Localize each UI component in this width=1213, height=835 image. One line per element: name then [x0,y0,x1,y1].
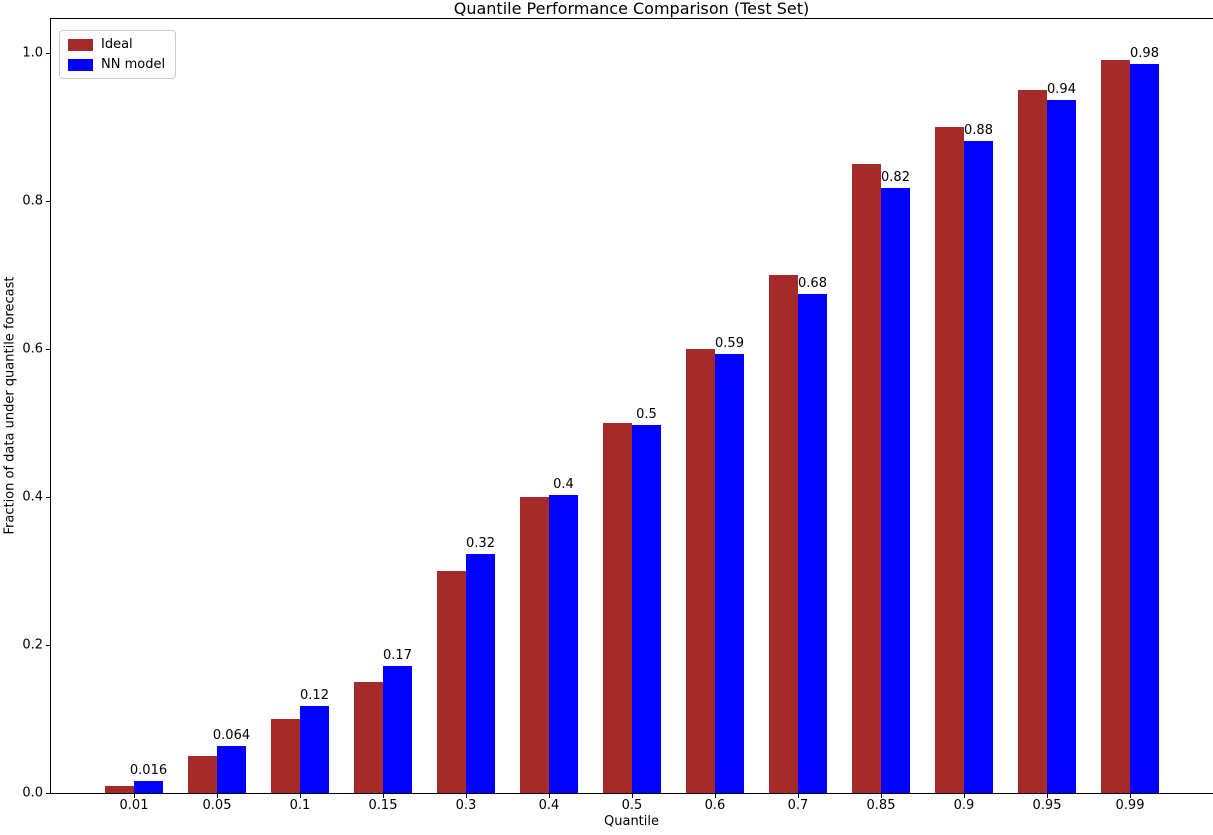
bar-nn-model-0.7 [798,293,827,793]
y-tick-label: 0.4 [22,489,43,505]
bar-ideal-0.85 [852,164,881,793]
plot-area: Ideal NN model 0.0 0.2 0.4 0.6 0.8 1.0 0.016 0.… [22,18,1213,813]
y-tick-mark [46,201,50,203]
x-tick-mark [466,794,467,798]
bar-nn-model-0.15 [383,665,412,793]
value-label-0.3: 0.32 [466,536,495,551]
legend-item-nn-model: NN model [68,57,165,72]
value-label-0.7: 0.68 [798,275,827,291]
bar-ideal-0.5 [603,423,632,793]
x-tick-mark [383,794,384,798]
bar-nn-model-0.99 [1130,64,1159,793]
bar-nn-model-0.4 [549,494,578,793]
bar-nn-model-0.85 [881,187,910,793]
legend-label-nn-model: NN model [101,57,166,72]
x-tick-mark [881,794,882,798]
value-label-0.01: 0.016 [129,763,168,779]
legend-item-ideal: Ideal [68,37,165,52]
bar-nn-model-0.6 [715,354,744,793]
bar-ideal-0.99 [1101,60,1130,793]
x-tick-label-0.15: 0.15 [368,798,398,813]
y-tick-mark [46,793,50,794]
value-label-0.99: 0.98 [1130,46,1159,62]
x-tick-label-0.85: 0.85 [866,798,896,813]
y-tick-mark [46,349,50,351]
value-label-0.4: 0.4 [553,476,574,492]
x-tick-mark [1047,794,1048,798]
bar-nn-model-0.5 [632,425,661,793]
x-tick-mark [798,794,799,798]
bar-ideal-0.01 [105,785,134,793]
x-tick-label-0.6: 0.6 [704,798,726,813]
x-tick-label-0.95: 0.95 [1032,798,1062,813]
bar-ideal-0.6 [686,349,715,793]
legend: Ideal NN model [59,30,177,79]
x-tick-label-0.1: 0.1 [289,798,311,813]
bar-ideal-0.1 [271,719,300,793]
value-label-0.05: 0.064 [212,727,251,743]
x-tick-mark [549,794,550,798]
x-tick-mark [632,794,633,798]
x-tick-mark [1130,794,1131,798]
y-tick-label: 0.2 [22,637,43,653]
x-tick-mark [134,794,135,798]
bar-ideal-0.9 [935,127,964,793]
value-label-0.1: 0.12 [300,687,329,703]
legend-label-ideal: Ideal [101,37,133,52]
x-tick-mark [964,794,965,798]
x-tick-label-0.3: 0.3 [455,798,477,813]
x-tick-label-0.5: 0.5 [621,798,643,813]
bar-ideal-0.7 [769,275,798,793]
bar-ideal-0.15 [354,682,383,793]
value-label-0.5: 0.5 [636,407,657,423]
bar-nn-model-0.1 [300,705,329,793]
value-label-0.85: 0.82 [881,169,910,185]
x-tick-label-0.05: 0.05 [202,798,232,813]
bar-nn-model-0.9 [964,141,993,793]
bar-ideal-0.95 [1018,90,1047,793]
x-tick-label-0.9: 0.9 [953,798,975,813]
bar-nn-model-0.95 [1047,100,1076,793]
x-tick-label-0.4: 0.4 [538,798,560,813]
y-axis-label: Fraction of data under quantile forecast [2,276,18,535]
x-tick-label-0.01: 0.01 [119,798,149,813]
y-tick-label: 0.6 [22,341,43,357]
x-axis-label: Quantile [604,814,659,829]
x-tick-mark [300,794,301,798]
bar-ideal-0.05 [188,756,217,793]
legend-swatch-nn-model [68,58,93,71]
x-tick-mark [715,794,716,798]
y-tick-mark [46,53,50,55]
y-tick-mark [46,645,50,646]
bar-nn-model-0.05 [217,745,246,793]
y-tick-label: 1.0 [22,45,43,61]
y-tick-label: 0.8 [22,193,43,209]
bar-ideal-0.4 [520,497,549,793]
value-label-0.9: 0.88 [964,123,993,139]
y-tick-mark [46,497,50,498]
legend-swatch-ideal [68,38,93,51]
bar-ideal-0.3 [437,571,466,793]
value-label-0.6: 0.59 [715,336,744,352]
x-tick-label-0.7: 0.7 [787,798,809,813]
chart-title: Quantile Performance Comparison (Test Se… [453,0,810,18]
y-tick-label: 0.0 [22,785,43,801]
value-label-0.95: 0.94 [1047,82,1076,98]
bar-nn-model-0.3 [466,554,495,793]
x-tick-label-0.99: 0.99 [1115,798,1145,813]
bar-nn-model-0.01 [134,781,163,793]
value-label-0.15: 0.17 [383,647,412,663]
x-tick-mark [217,794,218,798]
